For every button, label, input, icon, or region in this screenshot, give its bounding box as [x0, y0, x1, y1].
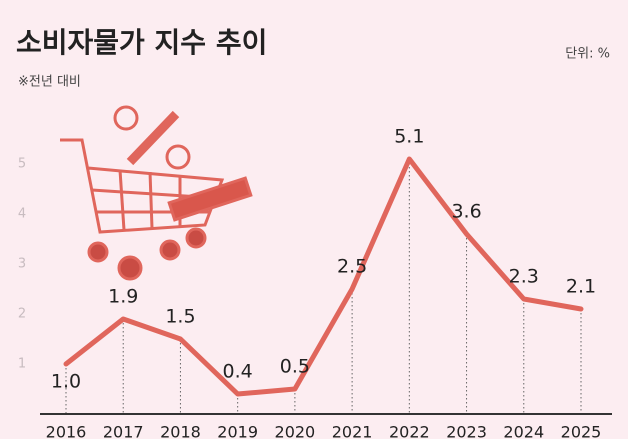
x-tick-label: 2025 [561, 423, 602, 439]
y-tick-label: 4 [18, 207, 26, 222]
value-label: 0.4 [223, 361, 253, 383]
y-tick-label: 5 [18, 157, 26, 172]
value-label: 2.5 [337, 256, 367, 278]
value-label: 1.9 [108, 286, 138, 308]
x-tick-label: 2021 [332, 423, 373, 439]
x-tick-label: 2018 [160, 423, 201, 439]
y-tick-label: 1 [18, 357, 26, 372]
value-label: 5.1 [394, 126, 424, 148]
line [63, 156, 584, 397]
value-label: 2.1 [566, 276, 596, 298]
x-tick-label: 2017 [103, 423, 144, 439]
value-label: 1.0 [51, 371, 81, 393]
cart-illustration [60, 105, 253, 281]
subtitle: ※전년 대비 [18, 75, 81, 90]
value-label: 0.5 [280, 356, 310, 378]
value-label: 3.6 [451, 201, 481, 223]
unit-label: 단위: % [565, 47, 610, 62]
value-label: 2.3 [509, 266, 539, 288]
y-tick-label: 3 [18, 257, 26, 272]
x-tick-label: 2024 [503, 423, 544, 439]
y-tick-label: 2 [18, 307, 26, 322]
x-tick-label: 2016 [46, 423, 87, 439]
x-tick-label: 2020 [275, 423, 316, 439]
value-label: 1.5 [165, 306, 195, 328]
x-tick-label: 2019 [217, 423, 258, 439]
x-tick-label: 2023 [446, 423, 487, 439]
x-tick-label: 2022 [389, 423, 430, 439]
chart-title: 소비자물가 지수 추이 [16, 26, 267, 59]
